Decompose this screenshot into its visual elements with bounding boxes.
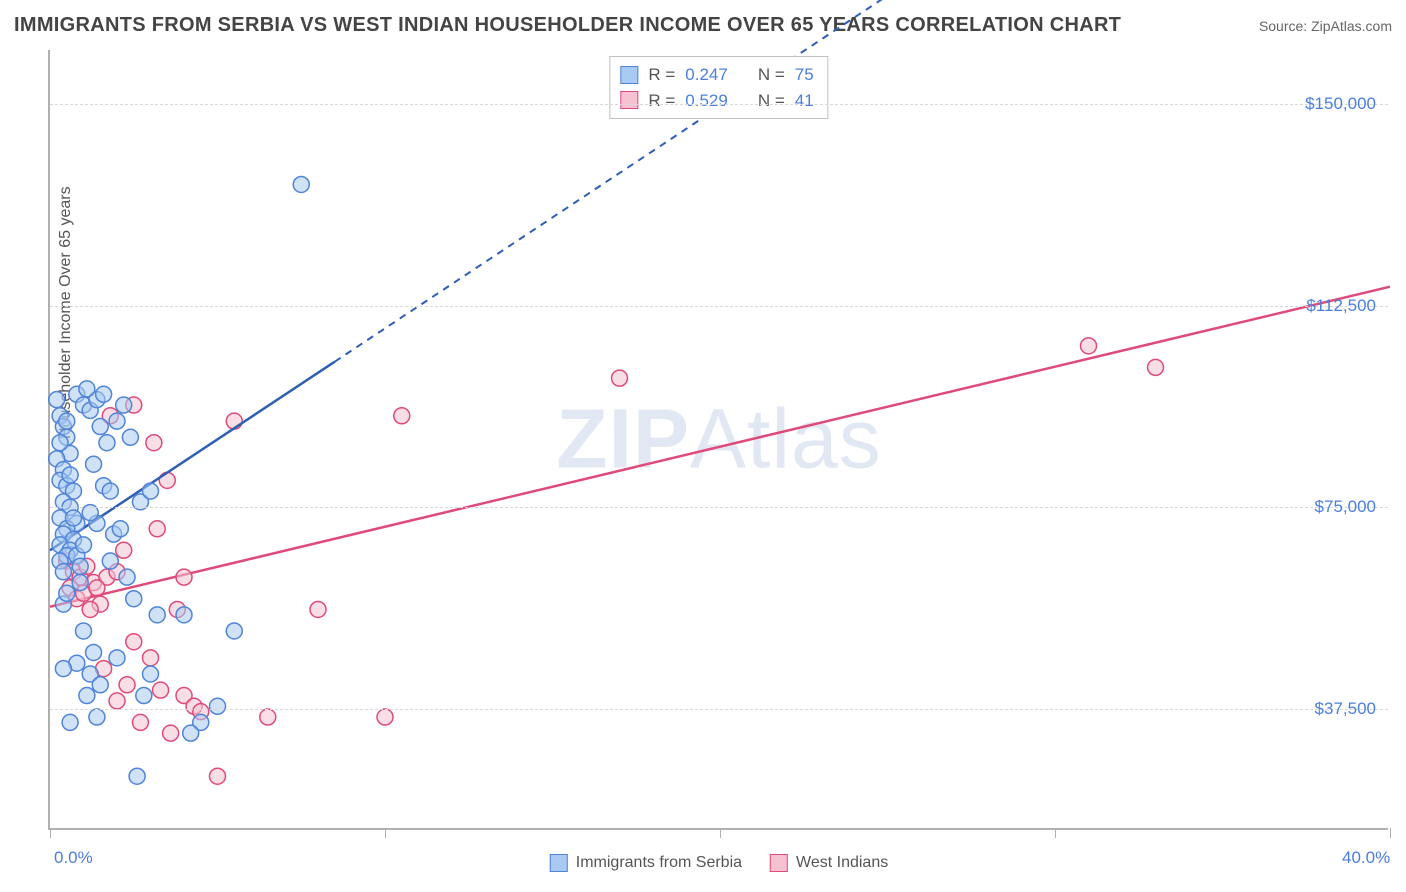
source-attribution: Source: ZipAtlas.com [1259,18,1392,34]
gridline [50,306,1388,307]
legend-item-westindian: West Indians [770,854,888,872]
y-tick-label: $75,000 [1315,497,1376,517]
source-label: Source: [1259,18,1311,34]
gridline [50,104,1388,105]
chart-title: IMMIGRANTS FROM SERBIA VS WEST INDIAN HO… [14,14,1121,37]
r-label: R = [648,88,675,114]
n-value-westindian: 41 [795,88,814,114]
r-value-serbia: 0.247 [685,62,728,88]
r-label: R = [648,62,675,88]
correlation-legend: R = 0.247 N = 75 R = 0.529 N = 41 [609,56,828,119]
gridline [50,507,1388,508]
series-legend: Immigrants from Serbia West Indians [550,854,888,872]
plot-area: Householder Income Over 65 years ZIPAtla… [48,50,1388,830]
n-label: N = [758,62,785,88]
chart-svg [50,50,1388,828]
correlation-row-serbia: R = 0.247 N = 75 [620,62,813,88]
y-tick-label: $37,500 [1315,699,1376,719]
x-tick-label: 40.0% [1342,848,1390,868]
x-tick [720,828,721,838]
legend-item-serbia: Immigrants from Serbia [550,854,742,872]
gridline [50,709,1388,710]
correlation-row-westindian: R = 0.529 N = 41 [620,88,813,114]
x-tick [1390,828,1391,838]
y-tick-label: $112,500 [1306,296,1376,316]
swatch-serbia [620,66,638,84]
legend-label-westindian: West Indians [796,854,888,872]
x-tick-label: 0.0% [54,848,93,868]
n-value-serbia: 75 [795,62,814,88]
swatch-westindian [770,854,788,872]
legend-label-serbia: Immigrants from Serbia [576,854,742,872]
y-tick-label: $150,000 [1305,94,1376,114]
x-tick [385,828,386,838]
n-label: N = [758,88,785,114]
x-tick [1055,828,1056,838]
swatch-westindian [620,91,638,109]
r-value-westindian: 0.529 [685,88,728,114]
x-tick [50,828,51,838]
source-name: ZipAtlas.com [1311,18,1392,34]
swatch-serbia [550,854,568,872]
